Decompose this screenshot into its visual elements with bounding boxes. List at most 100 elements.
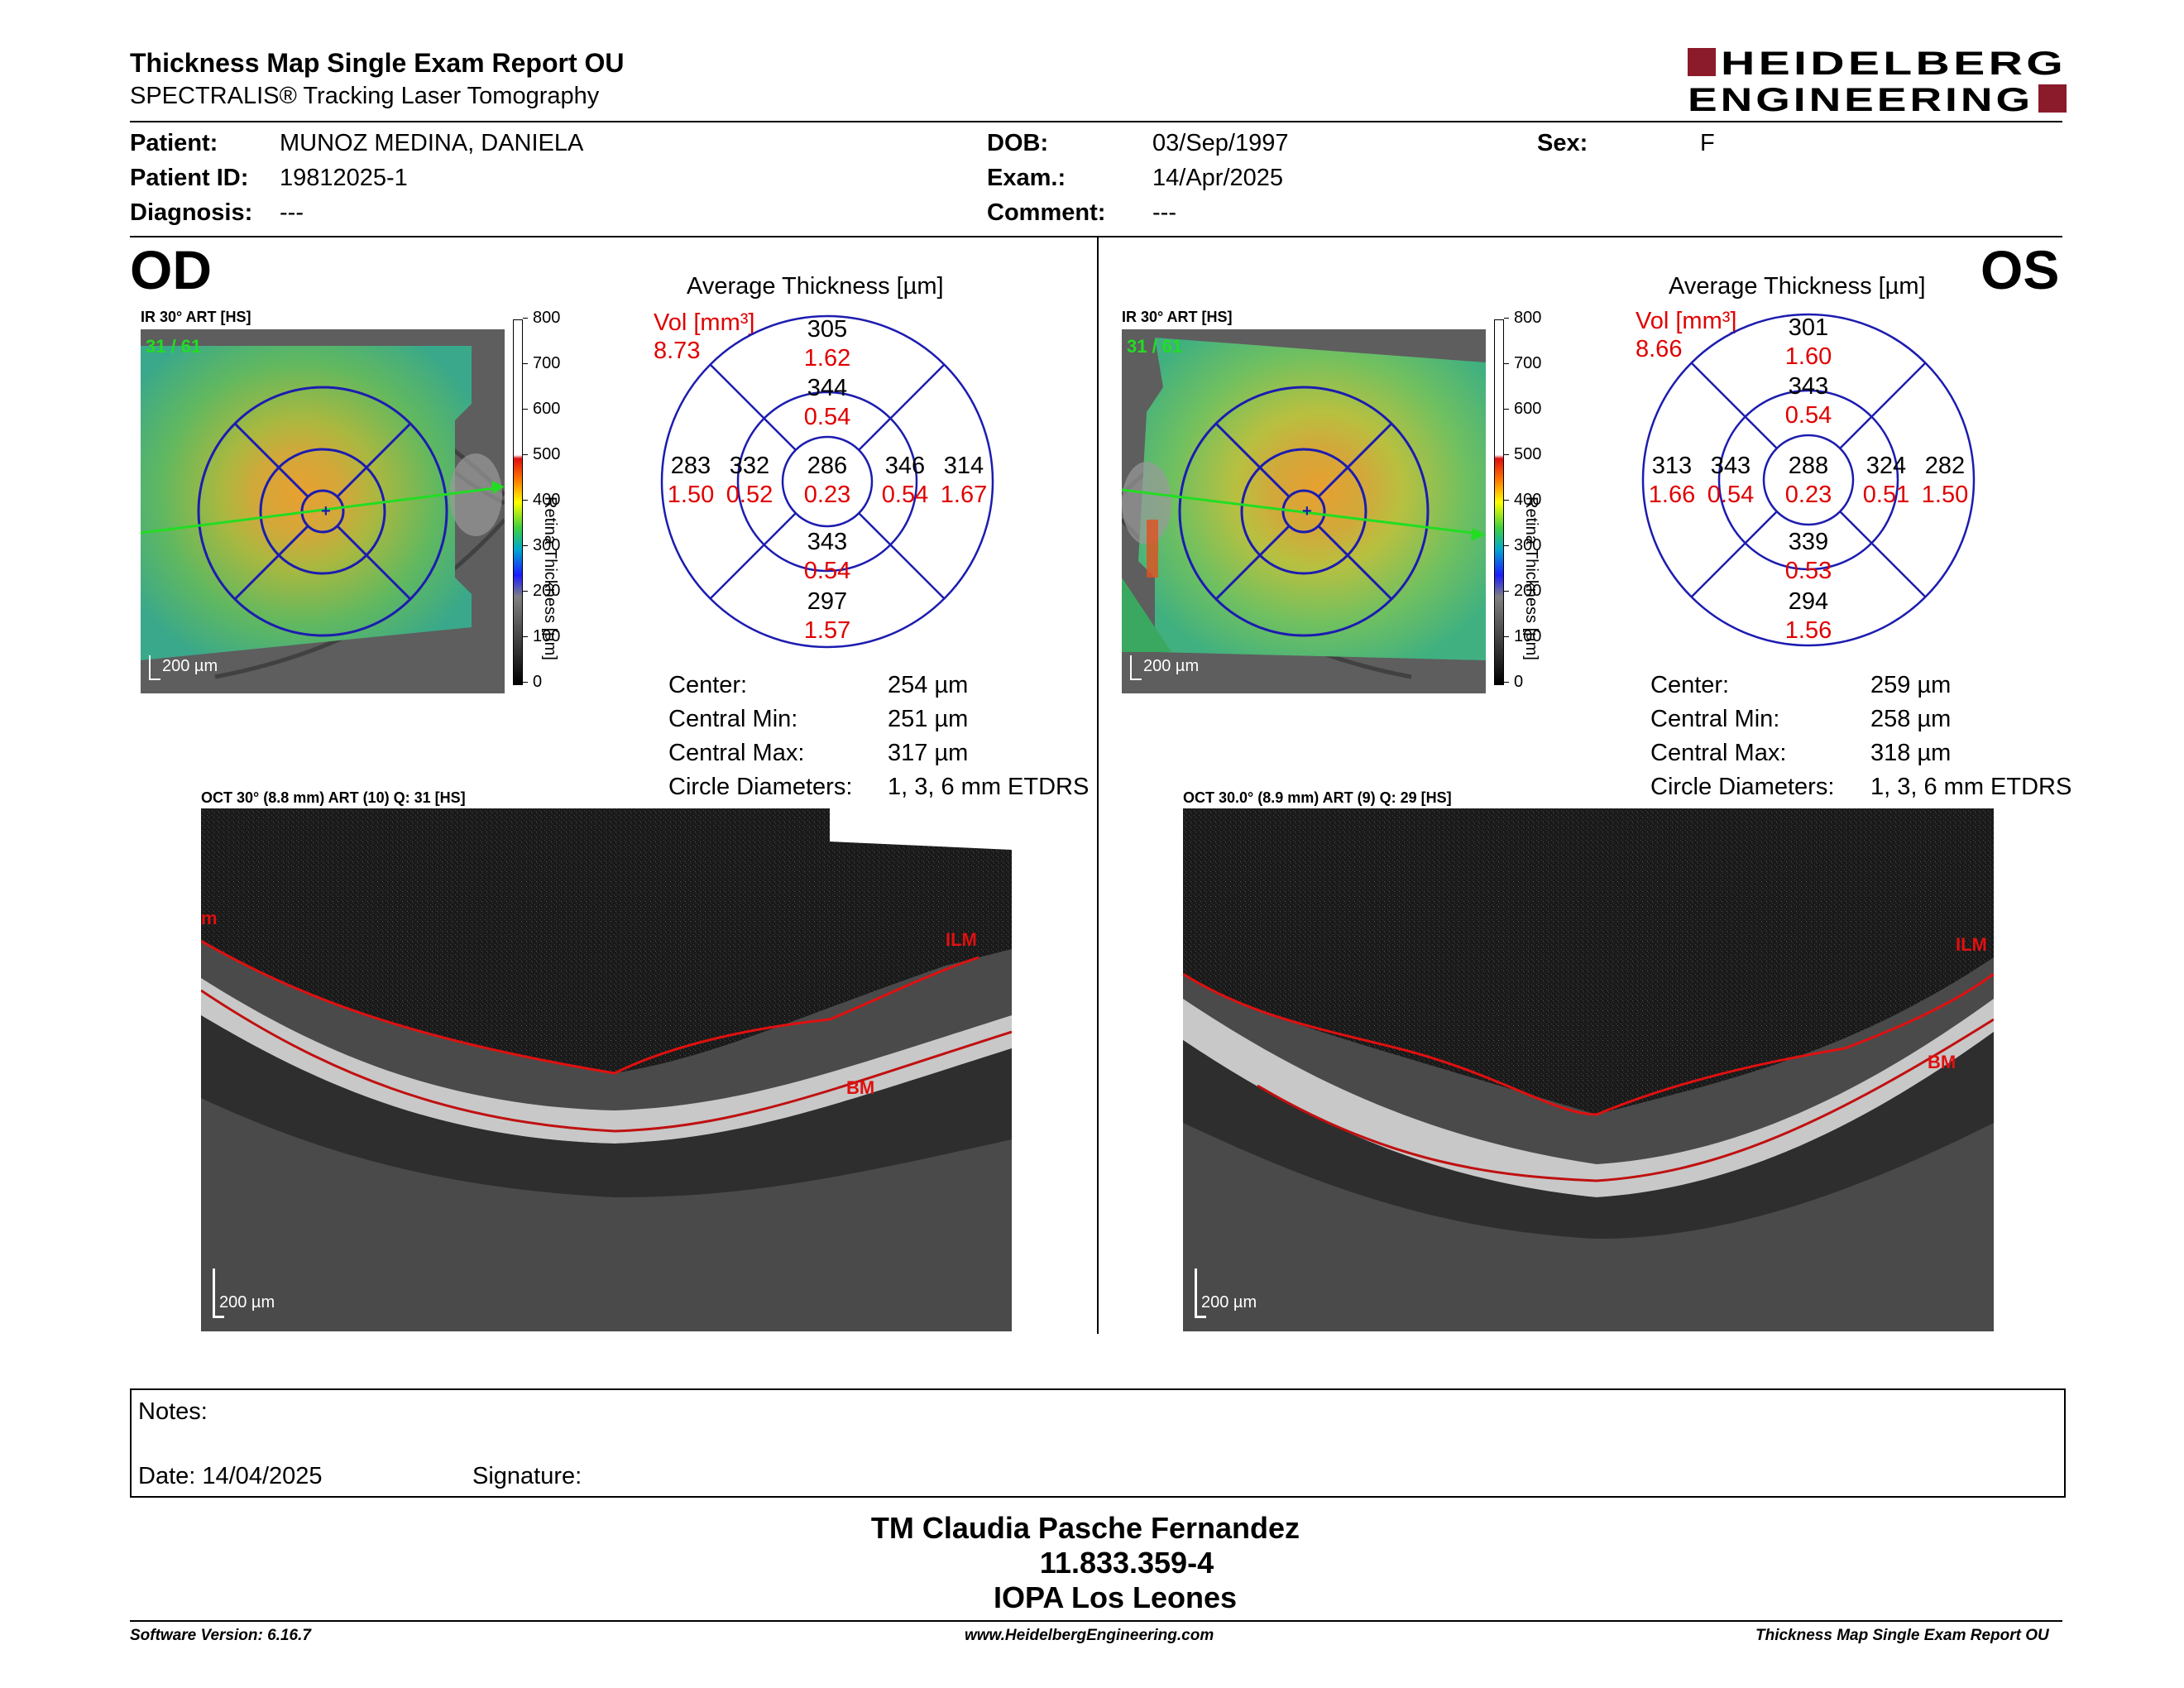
- comment-value: ---: [1152, 199, 1176, 226]
- od-colorbar-label: Retina Thickness [µm]: [541, 496, 559, 660]
- report-title: Thickness Map Single Exam Report OU: [130, 48, 625, 78]
- od-ticks-tick: 800: [533, 309, 561, 327]
- od-inner-left-vol: 0.52: [726, 482, 773, 508]
- os-colorbar: [1494, 319, 1504, 685]
- od-ticks-tick: 200: [533, 582, 561, 600]
- od-inner-sup-thickness: 344: [807, 375, 847, 401]
- od-avg-title: Average Thickness [µm]: [687, 273, 944, 300]
- os-outer-inf-thickness: 294: [1789, 588, 1828, 615]
- od-summary-circle-value: 1, 3, 6 mm ETDRS: [888, 774, 1090, 800]
- os-ticks-tick: 200: [1514, 582, 1542, 600]
- os-summary-min-value: 258 µm: [1870, 706, 1952, 732]
- os-oct-bscan: ILM BM 200 µm: [1183, 808, 1994, 1331]
- os-outer-sup-vol: 1.60: [1785, 343, 1832, 370]
- os-oct-scale-bar: [1195, 1268, 1197, 1318]
- dob-label: DOB:: [987, 130, 1049, 156]
- os-scale-bar: [1130, 655, 1132, 680]
- os-outer-sup-thickness: 301: [1789, 314, 1828, 341]
- od-ticks-tick-mark: [523, 636, 528, 637]
- od-ticks-tick-mark: [523, 500, 528, 501]
- od-outer-sup-vol: 1.62: [804, 345, 850, 372]
- os-ticks-tick-mark: [1504, 318, 1509, 319]
- od-summary-min-label: Central Min:: [668, 706, 798, 732]
- os-ticks-tick-mark: [1504, 591, 1509, 592]
- os-oct-ilm: ILM: [1956, 934, 1987, 955]
- od-vol-value: 8.73: [654, 338, 701, 364]
- od-scale-bar: [149, 655, 151, 680]
- report-subtitle: SPECTRALIS® Tracking Laser Tomography: [130, 83, 600, 109]
- od-outer-inf-vol: 1.57: [804, 617, 850, 644]
- os-ticks-tick-mark: [1504, 409, 1509, 410]
- od-summary-center-label: Center:: [668, 672, 748, 698]
- diagnosis-value: ---: [280, 199, 304, 226]
- os-fundus-scale: 200 µm: [1143, 657, 1200, 675]
- os-inner-right-thickness: 324: [1866, 453, 1906, 479]
- os-fundus-image: + 31 / 61 200 µm: [1122, 329, 1486, 693]
- os-summary-max-label: Central Max:: [1650, 740, 1787, 766]
- os-avg-title: Average Thickness [µm]: [1669, 273, 1926, 300]
- od-ticks-tick-mark: [523, 545, 528, 546]
- od-ticks-tick-mark: [523, 591, 528, 592]
- od-ticks-tick-mark: [523, 454, 528, 455]
- os-oct-label: OCT 30.0° (8.9 mm) ART (9) Q: 29 [HS]: [1183, 789, 1452, 806]
- os-ticks-tick: 0: [1514, 673, 1524, 691]
- os-center-thickness: 288: [1789, 453, 1828, 479]
- od-summary-max-label: Central Max:: [668, 740, 805, 766]
- exam-label: Exam.:: [987, 165, 1066, 191]
- os-inner-sup-thickness: 343: [1789, 373, 1828, 400]
- notes-label: Notes:: [138, 1398, 208, 1425]
- od-outer-right-vol: 1.67: [941, 482, 987, 508]
- os-ticks-tick: 300: [1514, 536, 1542, 554]
- header-divider: [130, 121, 2062, 122]
- od-ticks-tick: 100: [533, 627, 561, 645]
- od-outer-right-thickness: 314: [944, 453, 984, 479]
- od-eye-label: OD: [130, 239, 212, 300]
- od-ticks-tick-mark: [523, 682, 528, 683]
- notes-date: Date: 14/04/2025: [138, 1463, 323, 1489]
- od-ir-label: IR 30° ART [HS]: [141, 309, 251, 325]
- os-inner-inf-thickness: 339: [1789, 529, 1828, 555]
- od-ticks-tick: 700: [533, 354, 561, 372]
- os-ticks-tick: 100: [1514, 627, 1542, 645]
- os-summary-circle-label: Circle Diameters:: [1650, 774, 1835, 800]
- os-colorbar-label: Retina Thickness [µm]: [1522, 496, 1540, 660]
- od-oct-label: OCT 30° (8.8 mm) ART (10) Q: 31 [HS]: [201, 789, 466, 806]
- heidelberg-logo: HEIDELBERG ENGINEERING: [1688, 46, 2068, 120]
- os-oct-scale: 200 µm: [1201, 1293, 1257, 1312]
- od-ticks-tick: 0: [533, 673, 543, 691]
- os-oct-bm: BM: [1928, 1052, 1956, 1072]
- os-ticks-tick-mark: [1504, 636, 1509, 637]
- dob-value: 03/Sep/1997: [1152, 130, 1289, 156]
- od-oct-bm: BM: [846, 1077, 875, 1098]
- os-summary-center-label: Center:: [1650, 672, 1730, 698]
- od-ticks-tick-mark: [523, 409, 528, 410]
- od-vol-label: Vol [mm³]: [654, 309, 755, 336]
- od-fundus-image: + 31 / 61 200 µm: [141, 329, 505, 693]
- os-eye-label: OS: [1980, 239, 2060, 300]
- signatory-org: IOPA Los Leones: [993, 1580, 1238, 1614]
- od-inner-sup-vol: 0.54: [804, 404, 850, 430]
- website-link[interactable]: www.HeidelbergEngineering.com: [965, 1627, 1214, 1644]
- notes-box[interactable]: Notes: Date: 14/04/2025 Signature:: [130, 1388, 2066, 1498]
- od-outer-sup-thickness: 305: [807, 316, 847, 343]
- os-outer-left-vol: 1.66: [1649, 482, 1695, 508]
- od-outer-left-vol: 1.50: [668, 482, 714, 508]
- patient-divider: [130, 236, 2062, 237]
- os-ticks-tick-mark: [1504, 682, 1509, 683]
- od-inner-right-vol: 0.54: [882, 482, 928, 508]
- eye-divider: [1097, 237, 1099, 1334]
- od-inner-left-thickness: 332: [730, 453, 769, 479]
- od-ticks-tick: 600: [533, 400, 561, 418]
- od-oct-bscan: m ILM BM 200 µm: [201, 808, 1012, 1331]
- patient-id-label: Patient ID:: [130, 165, 249, 191]
- os-inner-left-vol: 0.54: [1707, 482, 1754, 508]
- os-ticks-tick-mark: [1504, 363, 1509, 364]
- od-center-thickness: 286: [807, 453, 847, 479]
- od-frame-count: 31 / 61: [146, 336, 202, 357]
- od-oct-left-mark: m: [201, 908, 218, 928]
- od-fundus-scale: 200 µm: [162, 657, 218, 675]
- diagnosis-label: Diagnosis:: [130, 199, 253, 226]
- patient-name: MUNOZ MEDINA, DANIELA: [280, 130, 584, 156]
- os-summary-circle-value: 1, 3, 6 mm ETDRS: [1870, 774, 2072, 800]
- od-oct-ilm: ILM: [946, 929, 977, 950]
